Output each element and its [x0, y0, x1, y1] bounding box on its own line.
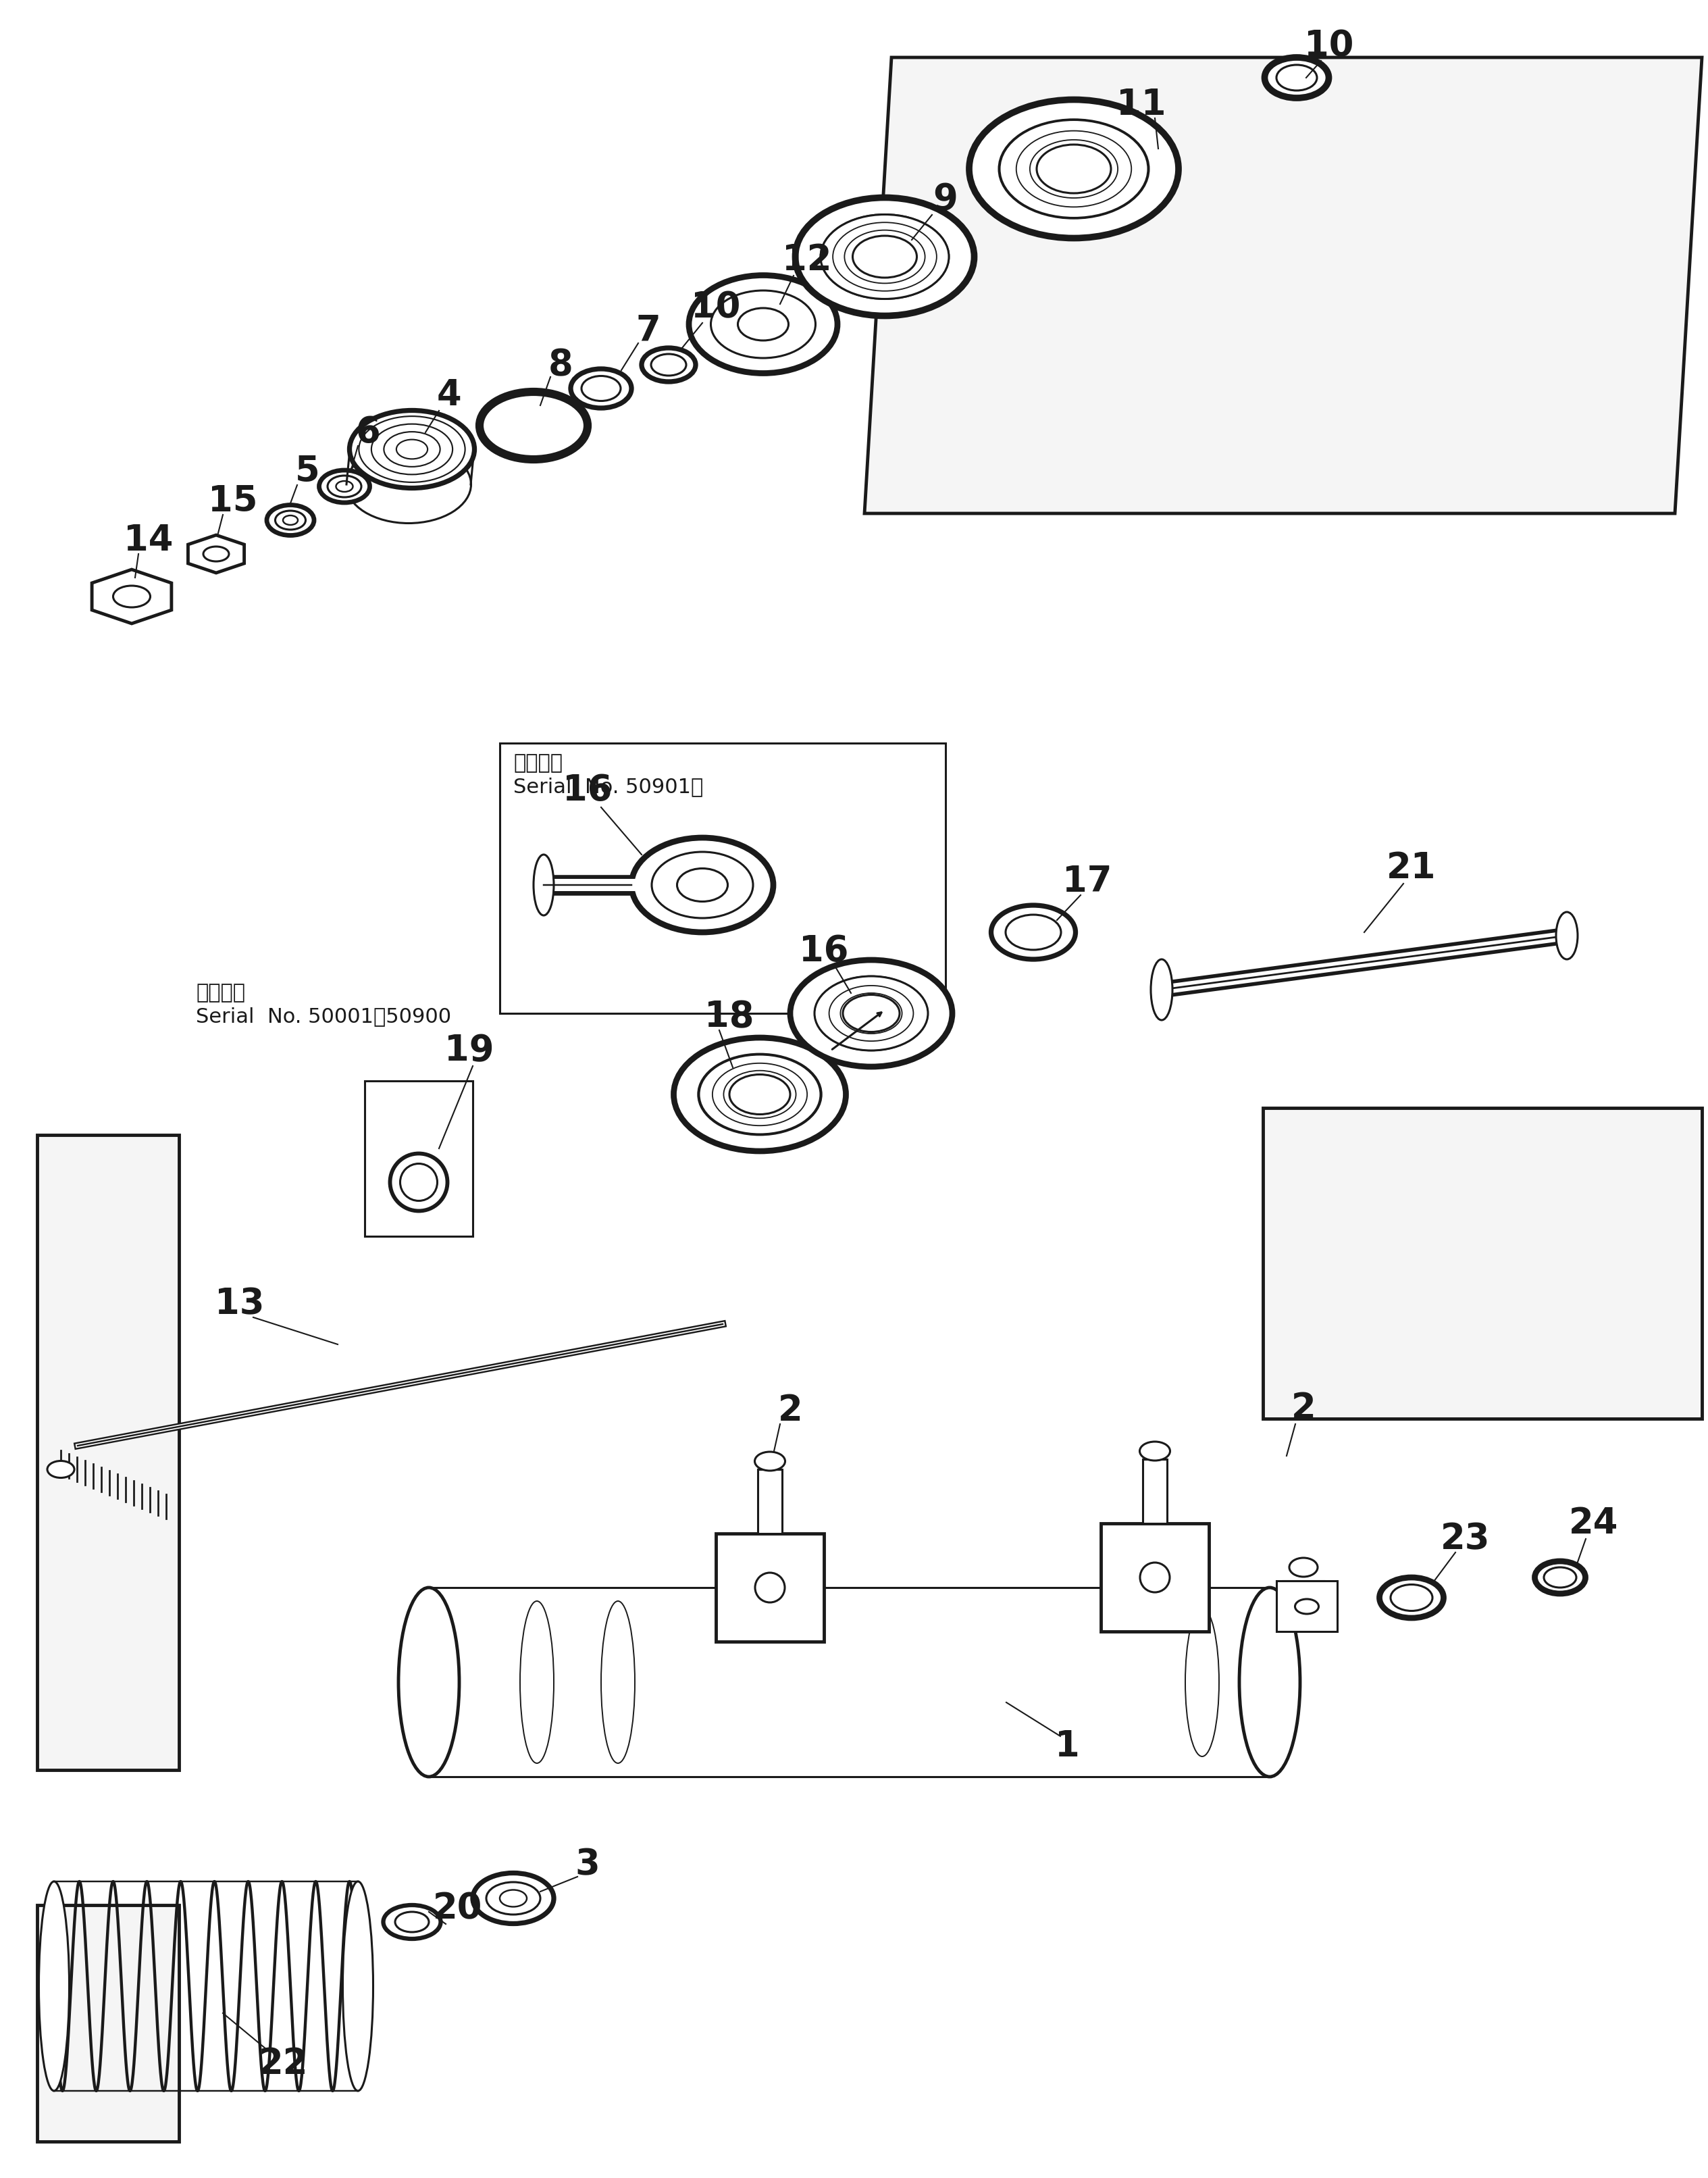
Text: 16: 16	[799, 934, 849, 969]
Ellipse shape	[398, 1588, 459, 1777]
Bar	[716, 1533, 823, 1642]
Text: 3: 3	[576, 1847, 600, 1882]
Text: Serial  No. 50901～: Serial No. 50901～	[514, 778, 704, 797]
Ellipse shape	[1556, 913, 1578, 958]
Ellipse shape	[1264, 57, 1329, 98]
Ellipse shape	[1380, 1577, 1443, 1618]
Polygon shape	[38, 1906, 179, 2141]
Text: Serial  No. 50001～50900: Serial No. 50001～50900	[196, 1006, 451, 1026]
Text: 11: 11	[1117, 87, 1167, 122]
Text: 8: 8	[548, 346, 572, 383]
Ellipse shape	[343, 1882, 372, 2091]
Ellipse shape	[632, 839, 774, 932]
Text: 18: 18	[705, 1000, 755, 1035]
Bar	[1283, 1581, 1324, 1620]
Polygon shape	[500, 743, 946, 1013]
Ellipse shape	[755, 1453, 786, 1470]
Text: 15: 15	[208, 484, 258, 518]
Ellipse shape	[968, 100, 1179, 237]
Text: 1: 1	[1054, 1729, 1079, 1764]
Text: 6: 6	[355, 414, 381, 451]
Polygon shape	[1262, 1109, 1701, 1418]
Ellipse shape	[1290, 1557, 1317, 1577]
Ellipse shape	[673, 1037, 845, 1152]
Text: 4: 4	[437, 377, 461, 414]
Text: 5: 5	[295, 453, 319, 490]
Ellipse shape	[347, 446, 471, 523]
Text: 10: 10	[692, 290, 741, 325]
Ellipse shape	[1535, 1562, 1585, 1594]
Text: 7: 7	[635, 314, 661, 348]
Ellipse shape	[39, 1882, 70, 2091]
Polygon shape	[92, 568, 171, 623]
Bar	[429, 1588, 1269, 1777]
Text: 9: 9	[933, 181, 958, 218]
Ellipse shape	[688, 274, 837, 372]
Polygon shape	[38, 1135, 179, 1771]
Ellipse shape	[266, 505, 314, 536]
Text: 12: 12	[782, 242, 832, 277]
Text: 13: 13	[215, 1287, 265, 1322]
Ellipse shape	[1139, 1442, 1170, 1461]
Ellipse shape	[1151, 958, 1172, 1019]
Polygon shape	[864, 57, 1701, 514]
Circle shape	[755, 1573, 784, 1603]
Ellipse shape	[791, 960, 953, 1067]
Text: 10: 10	[1305, 28, 1354, 63]
Text: 24: 24	[1570, 1505, 1619, 1542]
Ellipse shape	[48, 1461, 73, 1479]
Text: 14: 14	[123, 523, 173, 558]
Circle shape	[1139, 1562, 1170, 1592]
Ellipse shape	[796, 198, 974, 316]
Text: 23: 23	[1442, 1522, 1491, 1557]
Text: 16: 16	[562, 773, 613, 808]
Text: 適用号機: 適用号機	[196, 982, 246, 1002]
Ellipse shape	[991, 906, 1076, 958]
Ellipse shape	[319, 470, 369, 503]
Text: 17: 17	[1062, 865, 1112, 900]
Text: 22: 22	[260, 2047, 309, 2082]
Bar	[758, 1470, 782, 1533]
Ellipse shape	[533, 854, 553, 915]
Bar	[1276, 1581, 1337, 1631]
Bar	[1143, 1459, 1167, 1522]
Text: 21: 21	[1387, 852, 1436, 886]
Polygon shape	[366, 1080, 473, 1237]
Text: 19: 19	[444, 1032, 494, 1067]
Polygon shape	[188, 536, 244, 573]
Text: 適用号機: 適用号機	[514, 754, 562, 773]
Ellipse shape	[1240, 1588, 1300, 1777]
Text: 2: 2	[1291, 1392, 1315, 1427]
Text: 20: 20	[434, 1891, 483, 1925]
Text: 2: 2	[777, 1394, 803, 1429]
Ellipse shape	[570, 368, 632, 407]
Ellipse shape	[383, 1906, 441, 1938]
Ellipse shape	[350, 409, 475, 488]
Ellipse shape	[642, 348, 695, 381]
Ellipse shape	[473, 1873, 553, 1923]
Bar	[1102, 1522, 1209, 1631]
